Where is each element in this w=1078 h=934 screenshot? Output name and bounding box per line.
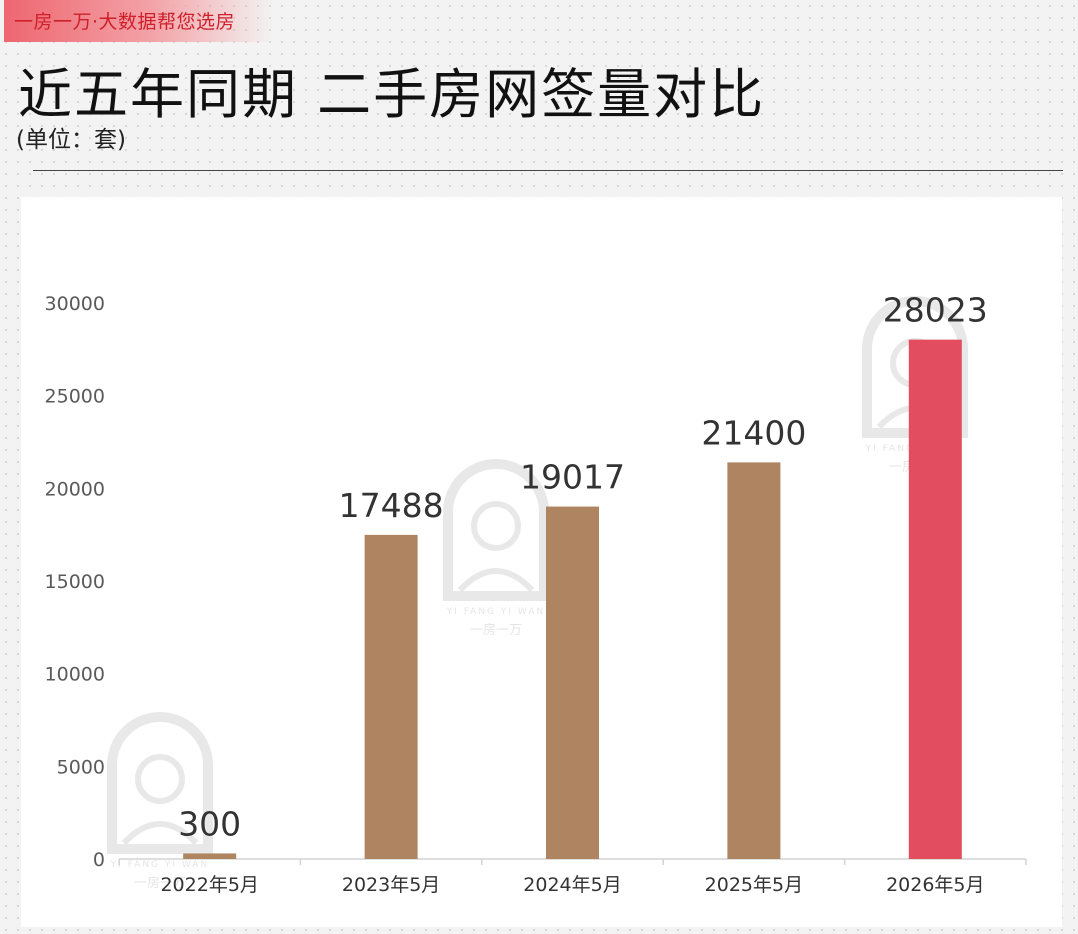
y-tick-label: 5000 [57, 756, 105, 778]
watermark-text-en: YI FANG YI WAN [446, 607, 545, 617]
y-tick-label: 30000 [45, 293, 105, 315]
data-label: 300 [178, 804, 241, 843]
watermark-text-cn: 一房一万 [470, 622, 522, 638]
data-label: 19017 [520, 458, 625, 497]
watermark-arch [862, 296, 968, 438]
x-tick-label: 2024年5月 [523, 874, 621, 896]
chart-panel: YI FANG YI WAN 一房一万 YI FANG YI WAN 一房一万 YI F… [21, 197, 1062, 927]
unit-label: (单位：套) [16, 127, 126, 153]
watermark-arch [107, 712, 213, 854]
data-label: 21400 [701, 413, 806, 452]
data-label: 17488 [339, 486, 444, 525]
bar [727, 462, 781, 859]
watermark-text-en: YI FANG YI WAN [110, 860, 209, 870]
bar [183, 853, 237, 859]
x-tick-label: 2023年5月 [342, 874, 440, 896]
bar [364, 534, 418, 859]
watermark-head [135, 754, 185, 804]
data-label: 28023 [883, 291, 988, 330]
y-tick-label: 25000 [45, 386, 105, 408]
bar [546, 506, 599, 859]
y-tick-label: 15000 [45, 571, 105, 593]
y-tick-label: 0 [93, 849, 105, 871]
watermark-logo: YI FANG YI WAN 一房一万 [443, 459, 549, 638]
watermark-head [471, 501, 521, 551]
bar [908, 339, 962, 859]
x-tick-label: 2022年5月 [160, 874, 258, 896]
y-tick-label: 10000 [45, 664, 105, 686]
brand-tag: 一房一万·大数据帮您选房 [4, 0, 274, 42]
y-tick-label: 20000 [45, 478, 105, 500]
brand-tag-text: 一房一万·大数据帮您选房 [14, 11, 236, 33]
title-divider [33, 170, 1063, 171]
watermark-text-cn: 一房一万 [134, 875, 186, 891]
watermark-body [457, 568, 535, 593]
x-tick-label: 2025年5月 [705, 874, 803, 896]
watermark-body [121, 821, 199, 846]
watermark-logo: YI FANG YI WAN 一房一万 [107, 712, 213, 891]
page-title: 近五年同期 二手房网签量对比 [18, 63, 766, 126]
x-tick-label: 2026年5月 [886, 874, 984, 896]
watermark-arch [443, 459, 549, 601]
